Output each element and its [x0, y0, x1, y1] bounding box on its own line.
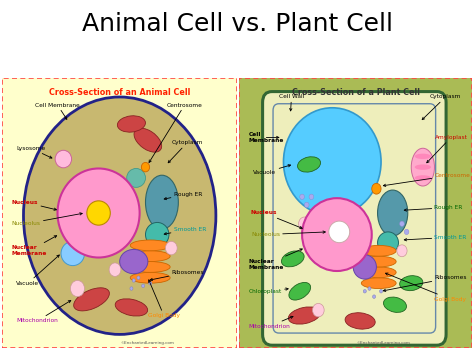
Ellipse shape: [134, 128, 162, 152]
Ellipse shape: [146, 223, 169, 247]
Text: Cell Wall: Cell Wall: [279, 94, 304, 111]
Ellipse shape: [130, 262, 170, 272]
FancyBboxPatch shape: [2, 78, 237, 348]
Text: Nuclear
Membrane: Nuclear Membrane: [12, 236, 57, 256]
Ellipse shape: [302, 198, 372, 271]
Text: ©EnchantedLearning.com: ©EnchantedLearning.com: [121, 341, 175, 345]
Text: Golgi Body: Golgi Body: [385, 273, 466, 302]
Ellipse shape: [299, 217, 310, 230]
Ellipse shape: [415, 164, 431, 170]
Text: Chloroplast: Chloroplast: [249, 288, 288, 294]
Ellipse shape: [329, 221, 350, 243]
Ellipse shape: [120, 250, 148, 274]
Text: Ribosomes: Ribosomes: [150, 270, 204, 281]
Ellipse shape: [130, 240, 170, 251]
Ellipse shape: [130, 287, 133, 290]
Ellipse shape: [130, 272, 170, 283]
Ellipse shape: [127, 169, 146, 187]
Text: Rough ER: Rough ER: [164, 192, 202, 200]
Text: Golgi Body: Golgi Body: [148, 280, 180, 318]
Ellipse shape: [378, 190, 408, 236]
Text: Centrosome: Centrosome: [149, 103, 202, 163]
Text: Cytoplasm: Cytoplasm: [422, 94, 461, 120]
Text: Vacuole: Vacuole: [17, 255, 59, 286]
Ellipse shape: [55, 150, 72, 168]
Ellipse shape: [404, 229, 409, 235]
Ellipse shape: [363, 289, 366, 293]
FancyBboxPatch shape: [239, 78, 472, 348]
Ellipse shape: [304, 202, 309, 208]
Text: Cell Membrane: Cell Membrane: [35, 103, 80, 119]
Ellipse shape: [73, 288, 109, 311]
Ellipse shape: [312, 304, 324, 317]
Ellipse shape: [361, 278, 396, 289]
Ellipse shape: [289, 283, 310, 300]
Ellipse shape: [149, 282, 152, 285]
Text: Vacuole: Vacuole: [253, 165, 291, 175]
Text: Rough ER: Rough ER: [404, 205, 463, 211]
Ellipse shape: [415, 175, 431, 181]
Ellipse shape: [137, 276, 140, 279]
Ellipse shape: [142, 284, 145, 288]
Ellipse shape: [400, 276, 423, 291]
Text: Mitochondrion: Mitochondrion: [17, 301, 71, 323]
Ellipse shape: [373, 295, 375, 299]
Ellipse shape: [353, 255, 376, 279]
Ellipse shape: [61, 241, 84, 266]
Text: ©EnchantedLearning.com: ©EnchantedLearning.com: [356, 341, 410, 345]
Text: Nucleus: Nucleus: [12, 200, 56, 211]
Text: Mitochondrion: Mitochondrion: [249, 316, 293, 329]
Ellipse shape: [141, 162, 150, 172]
Text: Animal Cell vs. Plant Cell: Animal Cell vs. Plant Cell: [82, 12, 392, 37]
Text: Ribosomes: Ribosomes: [383, 275, 467, 291]
Ellipse shape: [165, 241, 177, 255]
Text: Lysosome: Lysosome: [17, 146, 52, 158]
Ellipse shape: [372, 183, 381, 194]
Ellipse shape: [283, 108, 381, 216]
Ellipse shape: [300, 194, 304, 200]
Ellipse shape: [118, 116, 146, 132]
Ellipse shape: [380, 289, 383, 293]
Ellipse shape: [383, 297, 407, 312]
Ellipse shape: [60, 190, 76, 209]
Ellipse shape: [298, 157, 320, 172]
Text: Amyloplast: Amyloplast: [427, 135, 467, 163]
Ellipse shape: [288, 307, 320, 324]
Text: Centrosome: Centrosome: [383, 173, 470, 186]
Ellipse shape: [368, 287, 371, 290]
Ellipse shape: [57, 169, 140, 257]
Text: Smooth ER: Smooth ER: [404, 235, 467, 241]
Text: Nucleolus: Nucleolus: [251, 231, 325, 237]
Ellipse shape: [132, 279, 135, 282]
Ellipse shape: [400, 221, 404, 226]
Ellipse shape: [109, 263, 121, 277]
Ellipse shape: [282, 251, 304, 267]
Text: Cytoplasm: Cytoplasm: [168, 140, 203, 163]
Ellipse shape: [411, 148, 435, 186]
Ellipse shape: [361, 245, 396, 256]
FancyBboxPatch shape: [263, 92, 446, 345]
Ellipse shape: [361, 267, 396, 278]
Text: Cross-Section of an Animal Cell: Cross-Section of an Animal Cell: [49, 88, 191, 97]
Text: Nuclear
Membrane: Nuclear Membrane: [249, 249, 302, 270]
Text: Nucleus: Nucleus: [251, 211, 302, 229]
Ellipse shape: [130, 251, 170, 262]
Ellipse shape: [87, 201, 110, 225]
Text: Smooth ER: Smooth ER: [164, 227, 206, 235]
Ellipse shape: [361, 256, 396, 267]
Ellipse shape: [378, 232, 399, 253]
Ellipse shape: [146, 175, 178, 229]
Ellipse shape: [345, 313, 375, 329]
Ellipse shape: [309, 194, 314, 200]
Ellipse shape: [71, 280, 84, 297]
Text: Nucleolus: Nucleolus: [12, 213, 82, 226]
Ellipse shape: [415, 154, 431, 159]
Text: Cross-Section of a Plant Cell: Cross-Section of a Plant Cell: [292, 88, 419, 97]
Ellipse shape: [115, 299, 147, 316]
Text: Cell
Membrane: Cell Membrane: [249, 132, 284, 143]
Ellipse shape: [397, 245, 407, 257]
Ellipse shape: [24, 97, 216, 334]
